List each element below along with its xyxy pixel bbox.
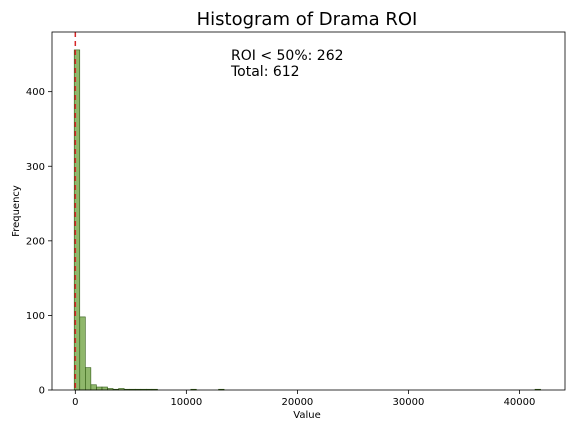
y-tick-label: 0 xyxy=(39,386,45,397)
y-tick-label: 100 xyxy=(26,311,45,322)
x-tick-label: 20000 xyxy=(281,397,313,408)
histogram-bar xyxy=(79,316,86,391)
plot-frame xyxy=(51,31,566,391)
y-tick-label: 400 xyxy=(26,87,45,98)
x-tick-label: 0 xyxy=(72,397,78,408)
histogram-bar xyxy=(96,386,103,391)
histogram-bar xyxy=(101,386,108,391)
histogram-bar xyxy=(90,384,97,391)
x-tick-label: 40000 xyxy=(504,397,536,408)
x-tick-label: 30000 xyxy=(393,397,425,408)
y-tick-label: 200 xyxy=(26,236,45,247)
y-tick-label: 300 xyxy=(26,162,45,173)
bars-layer xyxy=(73,49,541,391)
x-tick-label: 10000 xyxy=(170,397,202,408)
chart-title: Histogram of Drama ROI xyxy=(197,9,418,30)
x-ticks: 0 10000 20000 30000 40000 xyxy=(72,390,535,408)
y-axis-label: Frequency xyxy=(11,185,22,237)
y-ticks: 0 100 200 300 400 xyxy=(26,87,52,397)
histogram-bar xyxy=(85,367,92,391)
annotation-roi-below-50: ROI < 50%: 262 xyxy=(231,48,344,64)
x-axis-label: Value xyxy=(293,410,320,421)
annotation-total: Total: 612 xyxy=(230,64,300,80)
